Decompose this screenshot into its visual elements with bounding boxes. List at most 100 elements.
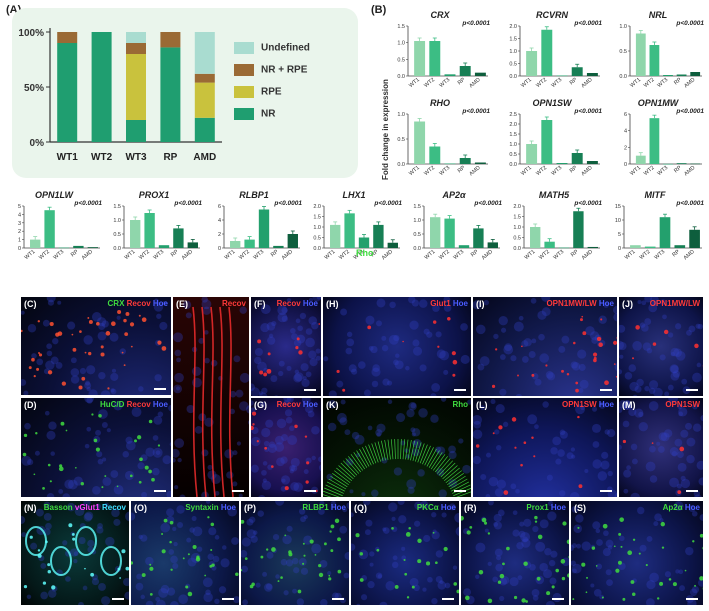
signal: [298, 350, 303, 355]
stain-name: Hoe: [218, 503, 236, 512]
nucleus: [396, 412, 406, 423]
nucleus: [238, 493, 243, 497]
nucleus: [660, 432, 670, 442]
signal: [314, 553, 317, 556]
signal: [211, 563, 215, 567]
signal: [241, 519, 245, 524]
signal: [443, 546, 448, 552]
signal: [330, 524, 335, 529]
micrograph-texture: [21, 297, 168, 395]
nucleus: [342, 507, 348, 513]
nucleus: [412, 339, 420, 347]
signal: [151, 477, 155, 482]
bar: [429, 146, 441, 164]
nucleus: [371, 380, 379, 388]
signal: [88, 319, 93, 324]
micrograph-panel-q: (Q) PKCα Hoe: [350, 500, 460, 606]
signal: [37, 320, 40, 323]
nucleus: [106, 428, 111, 433]
nucleus: [417, 469, 425, 477]
x-tick-label: WT2: [91, 152, 113, 163]
bar: [158, 245, 170, 248]
nucleus: [78, 536, 86, 545]
nucleus: [249, 516, 256, 523]
nucleus: [485, 452, 492, 458]
stacked-bar-chart: 100%50%0%WT1 WT2 WT3 RP AMD: [18, 28, 222, 163]
nucleus: [672, 370, 681, 378]
signal: [78, 385, 83, 390]
nucleus: [179, 494, 186, 497]
bar-segment: [126, 54, 146, 120]
nucleus: [152, 467, 160, 476]
fiber: [210, 306, 216, 497]
nucleus: [294, 372, 304, 382]
bar: [689, 229, 700, 248]
nucleus: [290, 465, 298, 472]
nucleus: [367, 581, 375, 589]
y-tick-label: 0.0: [397, 162, 405, 168]
signal: [604, 380, 609, 386]
signal: [149, 563, 152, 566]
signal: [404, 572, 408, 576]
nucleus: [503, 344, 514, 355]
nucleus: [548, 559, 556, 567]
nucleus: [545, 600, 555, 605]
stain-label: CRX Recov Hoe: [108, 299, 168, 308]
nucleus: [500, 576, 510, 585]
stain-name: Hoe: [596, 299, 614, 308]
rho-fiber: [428, 450, 440, 468]
nucleus: [293, 482, 303, 492]
nucleus: [539, 562, 549, 572]
nucleus: [177, 457, 182, 463]
y-tick-label: 6: [624, 112, 627, 118]
expression-chart: RHO p<0.0001 0.0 0.5 1.0 WT1 WT2 WT3 RP AMD: [388, 98, 492, 188]
nucleus: [111, 508, 120, 518]
signal: [537, 534, 543, 540]
nucleus: [388, 502, 398, 512]
nucleus: [577, 349, 587, 359]
y-tick-label: 2.5: [509, 112, 517, 118]
nucleus: [619, 324, 626, 333]
nucleus: [515, 393, 523, 396]
x-tick-label: WT2: [38, 249, 51, 261]
nucleus: [173, 457, 176, 463]
micrograph-panel-i: (I) OPN1MW/LW Hoe: [472, 296, 618, 397]
bar: [459, 158, 471, 164]
nucleus: [289, 469, 294, 474]
signal: [425, 561, 431, 566]
stain-name: Hoe: [300, 299, 318, 308]
bar: [556, 163, 568, 164]
nucleus: [379, 601, 388, 605]
nucleus: [284, 409, 293, 417]
scale-bar: [304, 389, 316, 391]
nucleus: [376, 423, 386, 433]
signal: [566, 539, 569, 545]
nucleus: [605, 539, 614, 548]
bar-segment: [57, 32, 78, 43]
p-value: p<0.0001: [574, 200, 602, 207]
signal: [29, 535, 33, 539]
signal: [581, 562, 586, 567]
stain-name: Hoe: [450, 299, 468, 308]
bar: [526, 51, 538, 76]
signal: [119, 577, 122, 579]
micrograph-panel-f: (F) Recov Hoe: [250, 296, 322, 397]
rho-fiber: [390, 439, 394, 460]
signal: [495, 348, 498, 351]
x-tick-label: AMD: [181, 249, 194, 261]
nucleus: [226, 471, 234, 479]
nucleus: [185, 312, 192, 319]
nucleus: [339, 525, 348, 534]
signal: [632, 538, 636, 541]
y-tick-label: 0.0: [313, 246, 321, 252]
nucleus: [571, 543, 577, 549]
nucleus: [281, 478, 286, 483]
nucleus: [550, 550, 558, 558]
nucleus: [634, 408, 644, 418]
nucleus: [630, 443, 638, 451]
nucleus: [97, 458, 104, 465]
nucleus: [86, 386, 91, 392]
signal: [668, 578, 672, 581]
x-tick-label: AMD: [580, 165, 593, 177]
nucleus: [619, 354, 624, 359]
